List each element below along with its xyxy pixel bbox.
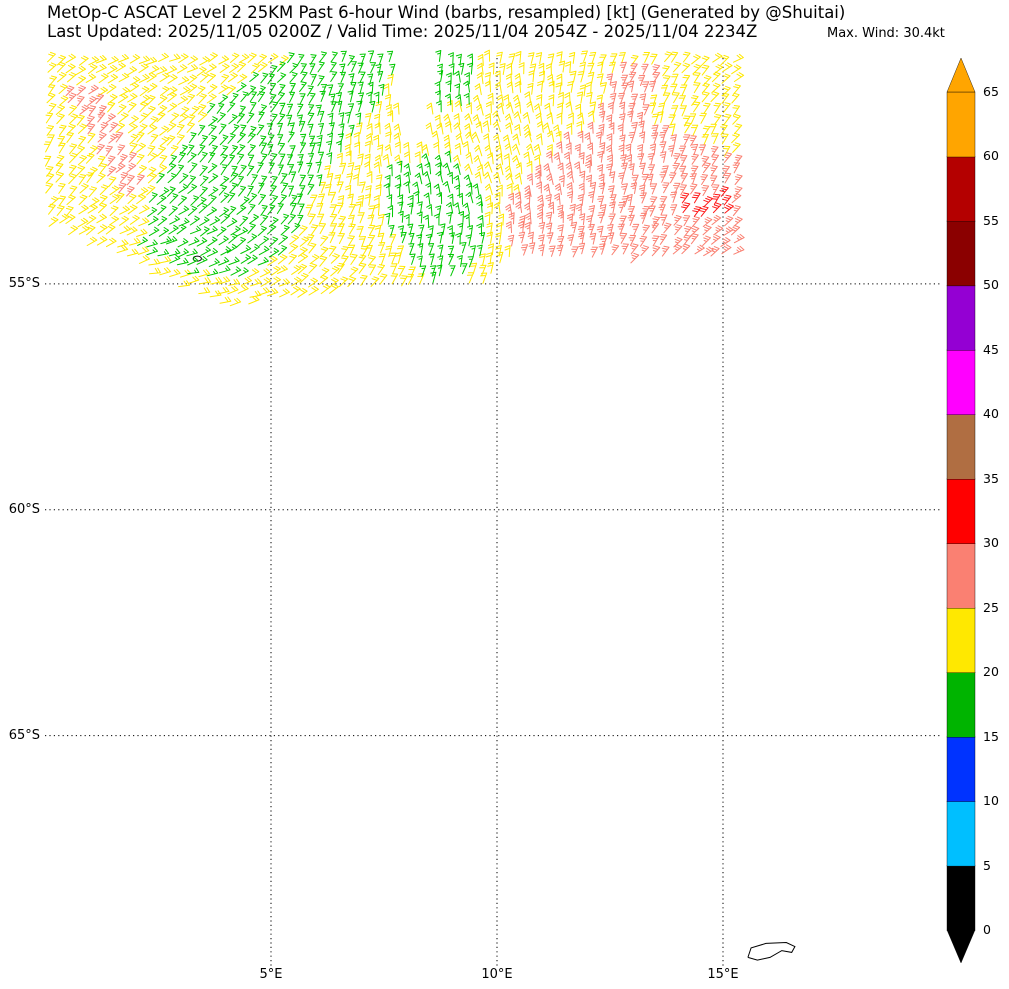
colorbar-tick-label: 0	[983, 922, 991, 937]
colorbar-tick-label: 10	[983, 793, 999, 809]
gridlines	[45, 58, 940, 966]
colorbar-tick-label: 65	[983, 84, 999, 99]
colorbar	[946, 57, 976, 964]
colorbar-tick-label: 55	[983, 212, 999, 228]
colorbar-tick-label: 5	[983, 857, 991, 873]
colorbar-tick-label: 25	[983, 599, 999, 615]
colorbar-over-arrow	[946, 57, 976, 93]
y-tick-label: 65°S	[8, 727, 40, 743]
chart-title-line2: Last Updated: 2025/11/05 0200Z / Valid T…	[47, 22, 758, 41]
max-wind-label: Max. Wind: 30.4kt	[827, 26, 945, 41]
y-tick-label: 55°S	[8, 275, 40, 291]
colorbar-under-arrow	[946, 929, 976, 964]
colorbar-tick-label: 60	[983, 148, 999, 164]
colorbar-tick-label: 15	[983, 728, 999, 744]
x-tick-label: 5°E	[259, 967, 283, 982]
colorbar-tick-label: 20	[983, 664, 999, 680]
x-tick-label: 15°E	[707, 967, 739, 982]
colorbar-tick-label: 30	[983, 535, 999, 551]
coastline	[192, 255, 796, 961]
chart-title-line1: MetOp-C ASCAT Level 2 25KM Past 6-hour W…	[47, 3, 846, 22]
y-tick-label: 60°S	[8, 501, 40, 517]
colorbar-tick-label: 45	[983, 341, 999, 357]
colorbar-tick-label: 40	[983, 406, 999, 422]
chart-title-block: MetOp-C ASCAT Level 2 25KM Past 6-hour W…	[47, 3, 845, 41]
wind-barbs	[43, 49, 745, 307]
x-tick-label: 10°E	[481, 967, 513, 982]
colorbar-tick-label: 50	[983, 277, 999, 293]
colorbar-tick-label: 35	[983, 470, 999, 486]
